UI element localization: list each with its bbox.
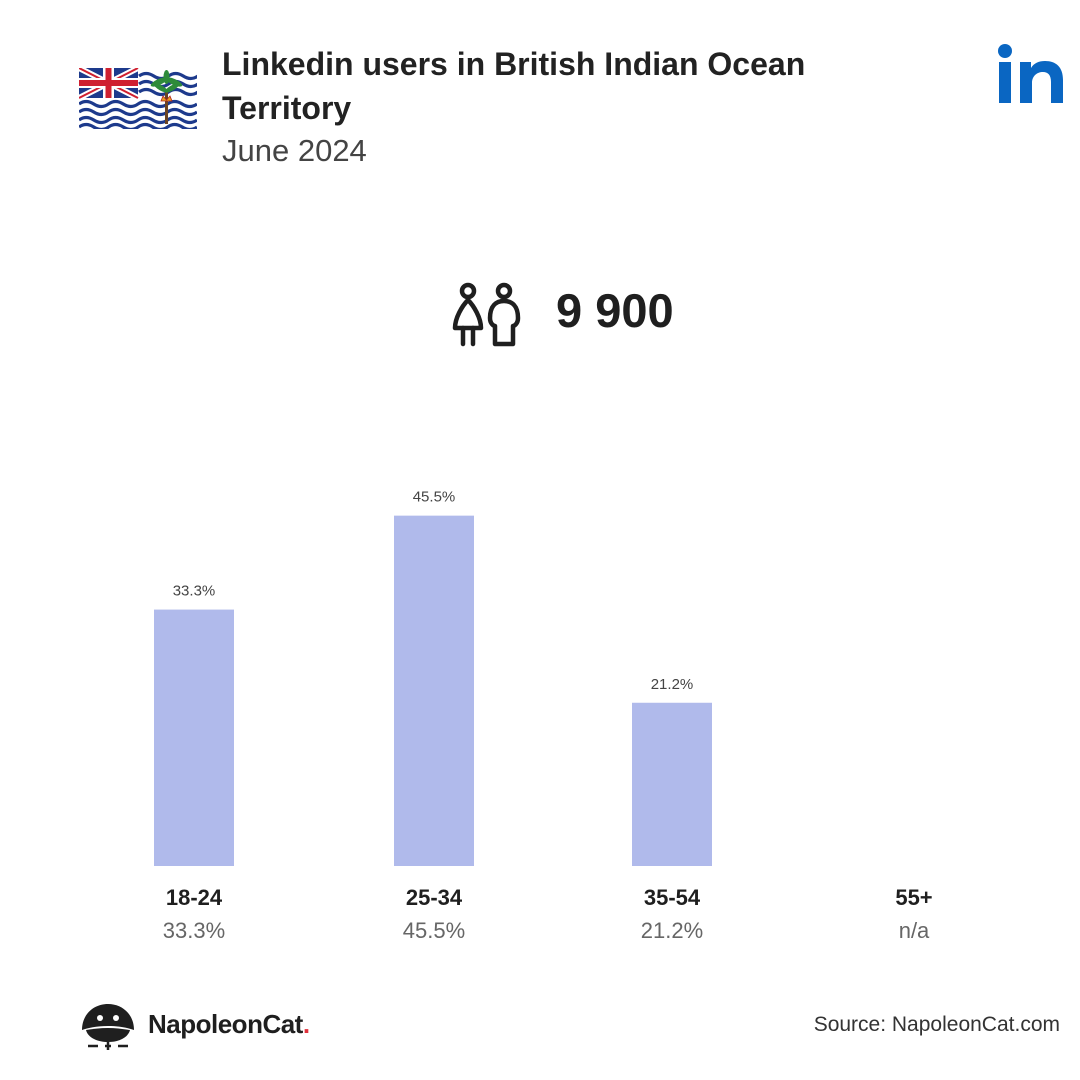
category-label: 35-54: [644, 885, 701, 910]
category-value: 45.5%: [403, 918, 465, 943]
napoleoncat-logo: NapoleonCat.: [78, 1000, 328, 1052]
total-users-value: 9 900: [556, 284, 674, 337]
brand-dot: .: [302, 1009, 310, 1039]
category-value: n/a: [899, 918, 930, 943]
users-icon: [452, 282, 521, 347]
category-label: 18-24: [166, 885, 223, 910]
bar-25-34: [394, 515, 474, 866]
chart-title: Linkedin users in British Indian Ocean T…: [222, 46, 806, 126]
bar-value-label: 45.5%: [413, 489, 456, 506]
category-label: 25-34: [406, 885, 463, 910]
category-value: 21.2%: [641, 918, 703, 943]
napoleoncat-cat-icon: [82, 1004, 134, 1050]
bar-35-54: [632, 702, 712, 866]
brand-name: NapoleonCat: [148, 1009, 303, 1039]
category-value: 33.3%: [163, 918, 225, 943]
chart-subtitle: June 2024: [222, 133, 367, 168]
linkedin-logo-icon: [998, 44, 1063, 103]
bar-18-24: [154, 609, 234, 866]
category-label: 55+: [895, 885, 932, 910]
bar-value-label: 33.3%: [173, 583, 216, 600]
bar-value-label: 21.2%: [651, 676, 694, 693]
british-indian-ocean-territory-flag-icon: [79, 68, 197, 129]
source-text: Source: NapoleonCat.com: [813, 1013, 1060, 1036]
